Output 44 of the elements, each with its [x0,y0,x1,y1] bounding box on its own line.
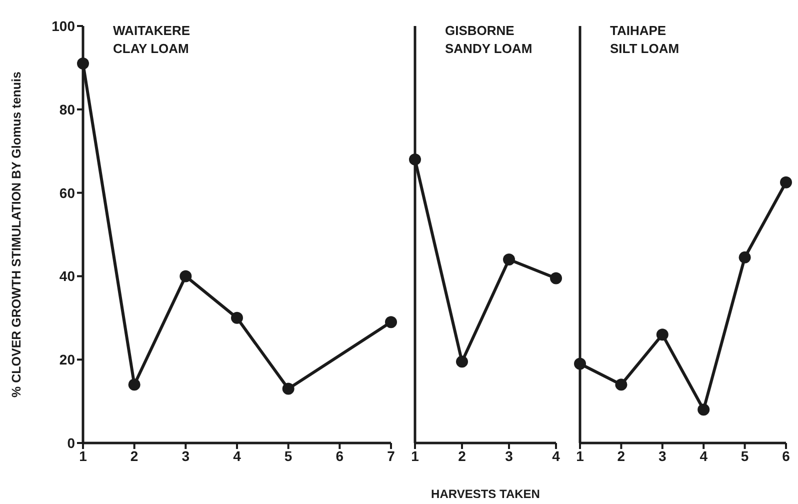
point [231,312,243,324]
point [128,378,140,391]
x-tick-label: 6 [782,448,790,464]
x-tick-label: 2 [130,448,138,464]
x-tick-label: 7 [387,448,396,464]
point [282,382,294,395]
y-tick-label: 60 [59,184,76,201]
x-tick-label: 3 [505,448,514,464]
y-axis-title: % CLOVER GROWTH STIMULATION BY Glomus tenuis [9,71,24,398]
point [656,328,668,341]
point [409,153,421,166]
y-tick-label: 80 [59,101,76,118]
x-tick-label: 3 [182,448,190,464]
text: GISBORNE SANDY LOAM [445,22,532,58]
point [456,356,468,368]
point [738,251,751,264]
x-tick-label: 4 [552,448,560,464]
x-tick-label: 1 [79,448,88,464]
y-tick-label: 40 [59,268,76,284]
point [503,254,515,266]
text: TAIHAPE SILT LOAM [610,22,680,58]
x-tick-label: 5 [284,448,292,464]
x-tick-label: 1 [411,448,420,464]
text: WAITAKERE CLAY LOAM [113,22,190,58]
x-tick-label: 1 [576,448,584,464]
point [77,58,89,70]
x-tick-label: 2 [617,448,626,464]
point [550,272,562,284]
x-axis-title: HARVESTS TAKEN [431,487,540,501]
x-tick-label: 4 [233,448,242,464]
x-tick-label: 4 [700,448,708,464]
point [385,316,397,328]
point [574,358,586,370]
y-tick-label: 20 [59,352,76,368]
point [180,270,192,282]
x-tick-label: 5 [740,448,749,464]
point [615,378,628,391]
x-tick-label: 3 [658,448,666,464]
x-tick-label: 2 [458,448,466,464]
point [780,176,792,188]
y-tick-label: 100 [52,18,76,34]
point [698,404,710,416]
y-tick-label: 0 [67,434,76,451]
x-tick-label: 6 [336,448,344,464]
